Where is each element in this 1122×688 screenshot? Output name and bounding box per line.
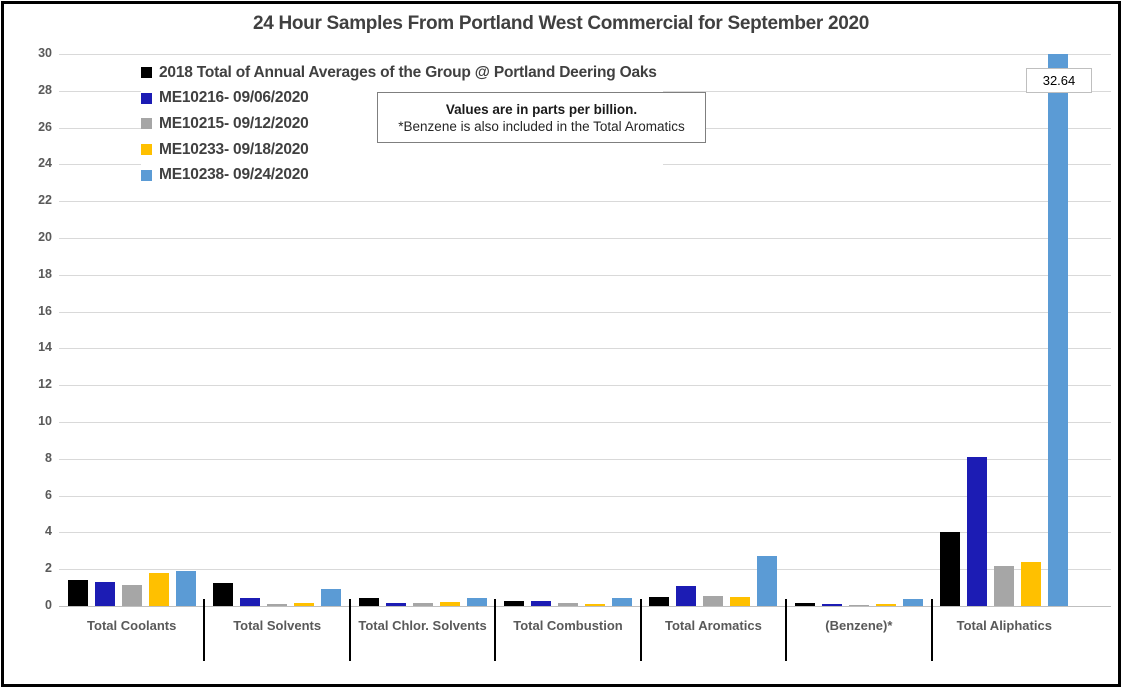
category-separator: [785, 599, 788, 661]
bar: [612, 597, 632, 606]
category-label: Total Aliphatics: [956, 618, 1052, 633]
gridline: [59, 201, 1111, 203]
bar: [267, 604, 288, 606]
bar: [649, 596, 670, 606]
gridline: [59, 385, 1111, 387]
category-label: Total Aromatics: [665, 618, 762, 633]
category-label: Total Combustion: [513, 618, 623, 633]
legend-item-label: ME10233- 09/18/2020: [159, 140, 309, 158]
y-tick-label: 2: [45, 561, 52, 576]
legend-item-label: ME10238- 09/24/2020: [159, 166, 309, 184]
bar: [148, 572, 169, 606]
legend-item: 2018 Total of Annual Averages of the Gro…: [141, 60, 663, 86]
bar: [294, 603, 315, 606]
bar: [358, 597, 379, 606]
gridline: [59, 274, 1111, 276]
bar: [67, 580, 88, 606]
note-benzene-text: *Benzene is also included in the Total A…: [398, 118, 685, 134]
y-tick-label: 22: [38, 193, 52, 208]
bar: [821, 603, 842, 606]
bar: [558, 603, 578, 606]
category-separator: [203, 599, 206, 661]
y-tick-label: 14: [38, 340, 52, 355]
bar: [875, 604, 896, 606]
category-separator: [930, 599, 933, 661]
bar: [585, 604, 605, 606]
legend-swatch-icon: [141, 144, 152, 156]
data-label-total-aliphatics: 32.64: [1026, 68, 1092, 93]
bar: [1021, 561, 1042, 606]
chart-title: 24 Hour Samples From Portland West Comme…: [252, 13, 870, 34]
gridline: [59, 532, 1111, 534]
bar: [121, 584, 142, 606]
legend-item: ME10238- 09/24/2020: [141, 162, 663, 188]
category-label: Total Solvents: [233, 618, 322, 633]
category-label: Total Chlor. Solvents: [358, 618, 487, 633]
bar: [848, 604, 869, 606]
plot-area: 0 2 4 6 8 10 12 14 16 18 20 22 24 26 28 30 Total Coolant…: [4, 4, 1118, 684]
bar: [531, 601, 551, 606]
y-tick-label: 18: [38, 266, 52, 281]
bar: [466, 597, 487, 606]
legend-item-label: ME10216- 09/06/2020: [159, 89, 309, 107]
legend-swatch-icon: [141, 169, 152, 181]
bar: [175, 571, 196, 606]
bar: [730, 596, 751, 606]
gridline: [59, 348, 1111, 350]
bar: [439, 601, 460, 606]
note-box: Values are in parts per billion. *Benzen…: [377, 92, 706, 143]
y-tick-label: 16: [38, 303, 52, 318]
bar: [967, 457, 988, 606]
y-tick-label: 28: [38, 82, 52, 97]
gridline: [59, 422, 1111, 423]
category-label: (Benzene)*: [825, 618, 893, 633]
bar: [703, 595, 724, 606]
bar: [213, 583, 234, 606]
category-separator: [639, 599, 642, 661]
bar: [94, 582, 115, 606]
gridline: [59, 495, 1111, 497]
y-tick-label: 0: [45, 598, 52, 612]
bar: [902, 598, 923, 606]
bar: [240, 597, 261, 606]
legend-swatch-icon: [141, 67, 152, 79]
bar: [676, 585, 697, 606]
x-axis-line: [59, 606, 1111, 607]
bar: [757, 556, 778, 606]
bar: [321, 588, 342, 606]
legend-swatch-icon: [141, 118, 152, 130]
bar: [504, 600, 524, 606]
y-tick-label: 30: [38, 46, 52, 60]
legend-item-label: ME10215- 09/12/2020: [159, 114, 309, 132]
gridline: [59, 54, 1111, 55]
y-tick-label: 24: [38, 156, 52, 171]
bar: [994, 565, 1015, 606]
note-units-text: Values are in parts per billion.: [445, 101, 638, 117]
y-tick-label: 20: [38, 230, 52, 244]
gridline: [59, 311, 1111, 313]
legend-item-label: 2018 Total of Annual Averages of the Gro…: [159, 63, 657, 81]
bar: [385, 603, 406, 606]
bar: [412, 602, 433, 606]
y-tick-label: 6: [45, 487, 52, 502]
bar: [1048, 54, 1069, 606]
gridline: [59, 458, 1111, 460]
y-tick-label: 26: [38, 119, 52, 134]
y-tick-label: 4: [45, 524, 52, 539]
y-tick-label: 8: [45, 450, 52, 465]
bar: [794, 602, 815, 606]
category-separator: [494, 599, 497, 661]
legend-swatch-icon: [141, 92, 152, 104]
y-tick-label: 10: [38, 414, 52, 428]
bar: [940, 532, 961, 606]
category-separator: [348, 599, 351, 661]
gridline: [59, 238, 1111, 239]
y-tick-label: 12: [38, 377, 52, 392]
category-label: Total Coolants: [87, 618, 177, 633]
gridline: [59, 569, 1111, 571]
